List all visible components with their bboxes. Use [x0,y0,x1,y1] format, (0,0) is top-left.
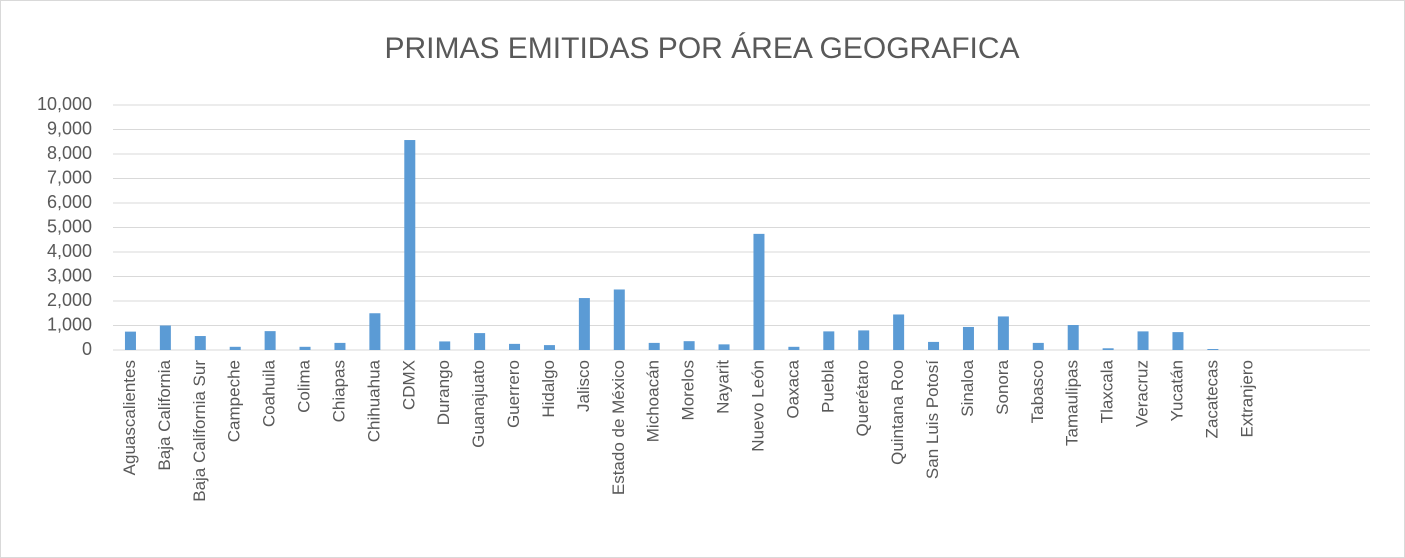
bar [1137,331,1149,350]
bar [1067,325,1079,350]
x-tick-label: Campeche [225,360,244,442]
bar [683,341,695,350]
bar [124,331,136,350]
y-tick-label: 9,000 [47,118,92,138]
y-tick-label: 5,000 [47,216,92,236]
bar [893,314,905,350]
bar [334,342,346,350]
bar [753,233,765,350]
x-tick-label: Baja California [155,359,174,470]
x-tick-label: Yucatán [1167,360,1186,421]
bar [369,313,381,350]
x-tick-label: Jalisco [574,360,593,412]
y-tick-label: 10,000 [37,94,92,114]
bar [928,341,940,350]
x-tick-label: Baja California Sur [190,360,209,502]
bar [578,298,590,350]
x-tick-label: Coahuila [260,359,279,427]
y-tick-label: 6,000 [47,192,92,212]
x-tick-label: Sonora [993,359,1012,414]
x-tick-label: Durango [434,360,453,425]
bar [1207,349,1219,350]
y-tick-label: 1,000 [47,314,92,334]
x-tick-label: CDMX [399,360,418,410]
bar [299,346,311,350]
bar [194,336,206,350]
x-tick-label: Tamaulipas [1063,360,1082,446]
x-tick-label: Nayarit [714,360,733,414]
bar [509,343,521,350]
x-tick-label: Zacatecas [1202,360,1221,438]
bar [1102,348,1114,350]
y-tick-label: 8,000 [47,143,92,163]
x-tick-label: Chiapas [329,360,348,422]
y-tick-label: 0 [82,339,92,359]
x-tick-label: Chihuahua [364,359,383,442]
bar [648,342,660,350]
x-tick-label: San Luis Potosí [923,360,942,479]
bar [439,341,451,350]
x-tick-label: Hidalgo [539,360,558,418]
y-tick-label: 4,000 [47,241,92,261]
chart-title: PRIMAS EMITIDAS POR ÁREA GEOGRAFICA [384,32,1019,65]
x-tick-label: Guanajuato [469,360,488,448]
x-tick-label: Puebla [818,359,837,412]
x-tick-label: Tlaxcala [1098,359,1117,423]
bar [823,331,835,350]
x-tick-label: Oaxaca [783,359,802,418]
x-tick-label: Extranjero [1237,360,1256,437]
bar [613,289,625,350]
bar [1032,342,1044,350]
bar [718,344,730,350]
x-tick-label: Veracruz [1133,360,1152,427]
x-tick-label: Michoacán [644,360,663,442]
bar [474,333,486,350]
x-tick-label: Estado de México [609,360,628,495]
bar [962,326,974,350]
bar [997,316,1009,350]
y-tick-label: 7,000 [47,167,92,187]
x-tick-label: Aguascalientes [120,360,139,475]
x-tick-label: Tabasco [1028,360,1047,423]
x-tick-label: Quintana Roo [888,360,907,465]
bar [264,331,276,350]
bar [858,330,870,350]
x-tick-label: Querétaro [853,360,872,437]
bar [229,346,241,350]
bar [1172,332,1184,350]
bar [788,346,800,350]
y-tick-label: 3,000 [47,265,92,285]
x-tick-label: Sinaloa [958,359,977,416]
x-tick-label: Guerrero [504,360,523,428]
bar [543,345,555,350]
x-tick-label: Nuevo León [748,360,767,452]
x-tick-label: Colima [295,359,314,412]
x-tick-label: Morelos [679,360,698,420]
bar [159,325,171,350]
bar [404,140,416,350]
y-tick-label: 2,000 [47,290,92,310]
